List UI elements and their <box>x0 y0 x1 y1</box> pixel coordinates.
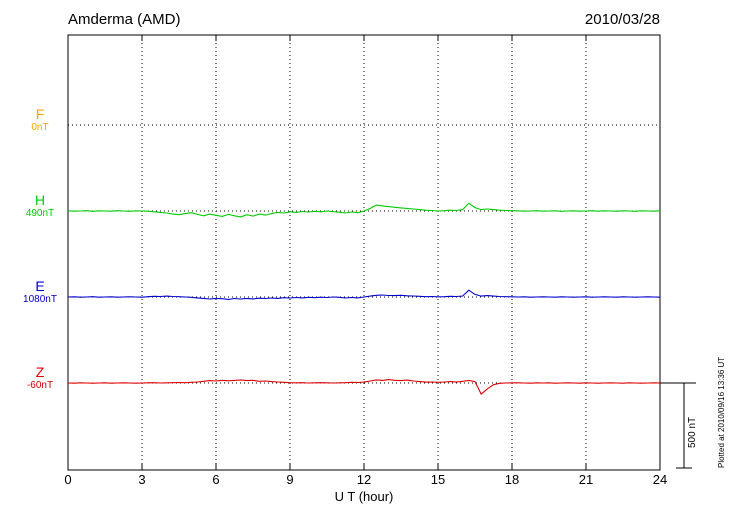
x-tick-label: 15 <box>431 472 445 487</box>
x-tick-label: 0 <box>64 472 71 487</box>
x-axis-label: U T (hour) <box>334 489 394 504</box>
x-tick-label: 24 <box>653 472 667 487</box>
x-tick-label: 6 <box>212 472 219 487</box>
channel-letter-E: E <box>35 278 45 294</box>
channel-letter-Z: Z <box>35 364 45 380</box>
channel-label-H: H 490nT <box>8 193 72 220</box>
plotted-at-note: Plotted at 2010/09/16 13:36 UT <box>717 356 726 468</box>
x-tick-label: 18 <box>505 472 519 487</box>
x-tick-label: 3 <box>138 472 145 487</box>
scale-bar-label: 500 nT <box>687 416 698 448</box>
channel-letter-H: H <box>34 192 46 208</box>
date-label: 2010/03/28 <box>584 11 660 28</box>
channel-baseline-Z: -60nT <box>26 380 54 391</box>
channel-label-E: E 1080nT <box>8 279 72 306</box>
page-title: Amderma (AMD) <box>68 11 181 28</box>
channel-label-F: F 0nT <box>8 107 72 134</box>
channel-letter-F: F <box>35 106 45 122</box>
channel-baseline-E: 1080nT <box>23 294 57 305</box>
plot-frame <box>67 34 661 471</box>
channel-baseline-F: 0nT <box>31 122 49 133</box>
trace-H <box>67 202 661 218</box>
x-tick-label: 21 <box>579 472 593 487</box>
x-tick-label: 12 <box>357 472 371 487</box>
trace-E <box>67 289 661 300</box>
channel-baseline-H: 490nT <box>25 208 55 219</box>
channel-label-Z: Z -60nT <box>8 365 72 392</box>
trace-Z <box>67 379 661 395</box>
x-tick-label: 9 <box>286 472 293 487</box>
